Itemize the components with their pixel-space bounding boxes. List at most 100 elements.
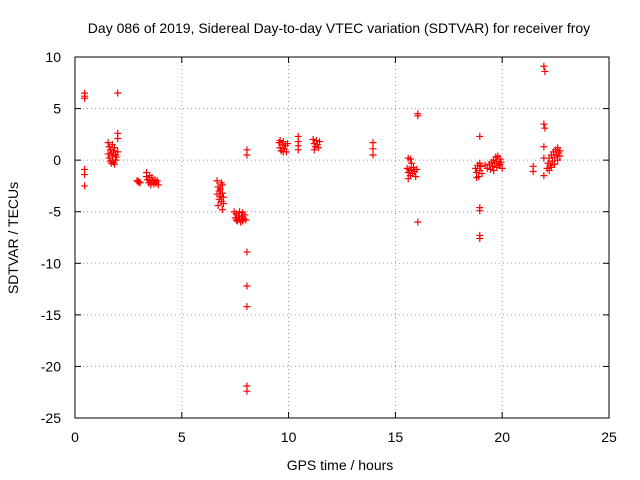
data-point — [541, 67, 549, 75]
data-point — [284, 140, 292, 148]
data-point — [234, 212, 242, 220]
data-point — [143, 173, 151, 181]
data-point — [498, 164, 506, 172]
data-point — [412, 173, 420, 181]
data-point — [106, 146, 114, 154]
data-point — [483, 164, 491, 172]
plot-frame — [74, 56, 610, 419]
data-point — [540, 172, 548, 180]
data-point — [135, 178, 143, 186]
data-point — [476, 207, 484, 215]
y-tick-label: -10 — [41, 255, 61, 271]
data-point — [490, 166, 498, 174]
data-point — [109, 147, 117, 155]
data-point — [153, 177, 161, 185]
data-point — [114, 134, 122, 142]
data-point — [105, 154, 113, 162]
data-point — [476, 132, 484, 140]
data-point — [407, 159, 415, 167]
data-point — [114, 89, 122, 97]
data-point — [243, 387, 251, 395]
data-point — [496, 160, 504, 168]
data-point — [316, 138, 324, 146]
data-point — [279, 148, 287, 156]
data-point — [243, 282, 251, 290]
data-point — [136, 179, 144, 187]
data-point — [369, 151, 377, 159]
data-point — [404, 175, 412, 183]
data-point — [473, 174, 481, 182]
y-tick-label: -20 — [41, 358, 61, 374]
data-point — [540, 62, 548, 70]
data-point — [476, 235, 484, 243]
data-point — [477, 162, 485, 170]
data-point — [214, 202, 222, 210]
data-point — [111, 160, 119, 168]
data-point — [235, 208, 243, 216]
data-point — [114, 148, 122, 156]
x-tick-label: 10 — [281, 429, 297, 445]
data-point — [81, 182, 89, 190]
data-point — [219, 199, 227, 207]
x-tick-label: 5 — [178, 429, 186, 445]
data-point — [529, 167, 537, 175]
data-point — [413, 165, 421, 173]
data-point — [414, 218, 422, 226]
data-point — [310, 146, 318, 154]
data-point — [545, 166, 553, 174]
data-point — [309, 136, 317, 144]
data-point — [104, 139, 112, 147]
data-point — [213, 190, 221, 198]
x-tick-label: 15 — [388, 429, 404, 445]
data-point — [493, 163, 501, 171]
data-point — [239, 217, 247, 225]
data-point — [541, 124, 549, 132]
data-point — [154, 181, 162, 189]
data-point — [217, 179, 225, 187]
data-point — [294, 146, 302, 154]
data-point — [554, 156, 562, 164]
data-point — [279, 138, 287, 146]
data-point — [369, 139, 377, 147]
data-point — [540, 143, 548, 151]
data-point — [243, 248, 251, 256]
data-points — [81, 62, 564, 395]
data-point — [213, 177, 221, 185]
grid — [75, 57, 609, 418]
data-point — [81, 171, 89, 179]
y-axis-label: SDTVAR / TECUs — [5, 182, 21, 294]
data-point — [369, 145, 377, 153]
data-point — [414, 112, 422, 120]
data-point — [406, 155, 414, 163]
data-point — [478, 170, 486, 178]
axis-ticks: 0 5 10 15 20 25 10 5 0 -5 -10 -15 -20 -25 — [41, 49, 617, 445]
x-axis-label: GPS time / hours — [287, 457, 394, 473]
data-point — [278, 141, 286, 149]
data-point — [216, 185, 224, 193]
data-point — [104, 150, 112, 158]
data-point — [315, 144, 323, 152]
y-tick-label: 0 — [53, 152, 61, 168]
data-point — [81, 94, 89, 102]
data-point — [219, 193, 227, 201]
data-point — [218, 189, 226, 197]
y-tick-label: -5 — [49, 204, 62, 220]
data-point — [243, 151, 251, 159]
y-tick-label: 5 — [53, 101, 61, 117]
data-point — [241, 211, 249, 219]
data-point — [243, 303, 251, 311]
data-point — [218, 206, 226, 214]
data-point — [312, 137, 320, 145]
y-tick-label: -15 — [41, 307, 61, 323]
data-point — [556, 152, 564, 160]
data-point — [540, 120, 548, 128]
data-point — [113, 153, 121, 161]
data-point — [232, 216, 240, 224]
x-tick-label: 20 — [494, 429, 510, 445]
data-point — [242, 216, 250, 224]
data-point — [215, 195, 223, 203]
y-tick-label: 10 — [45, 49, 61, 65]
data-point — [551, 160, 559, 168]
chart-title: Day 086 of 2019, Sidereal Day-to-day VTE… — [88, 20, 590, 36]
